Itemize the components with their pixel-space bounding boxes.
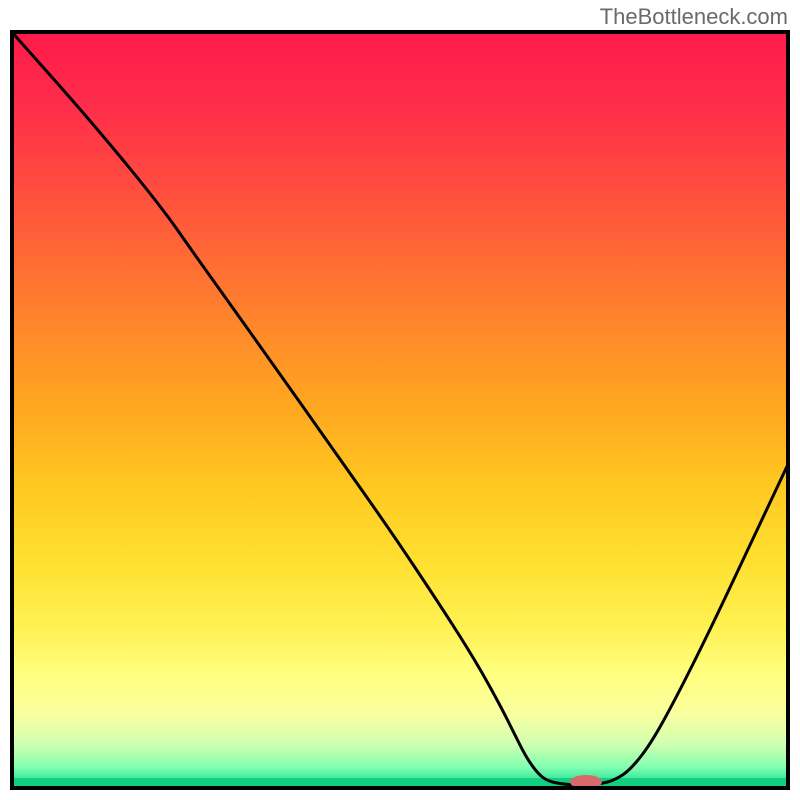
optimal-marker — [570, 775, 602, 789]
watermark-text: TheBottleneck.com — [600, 4, 788, 30]
chart-curve-layer — [10, 30, 790, 790]
bottleneck-chart — [10, 30, 790, 790]
bottleneck-curve — [10, 30, 790, 785]
